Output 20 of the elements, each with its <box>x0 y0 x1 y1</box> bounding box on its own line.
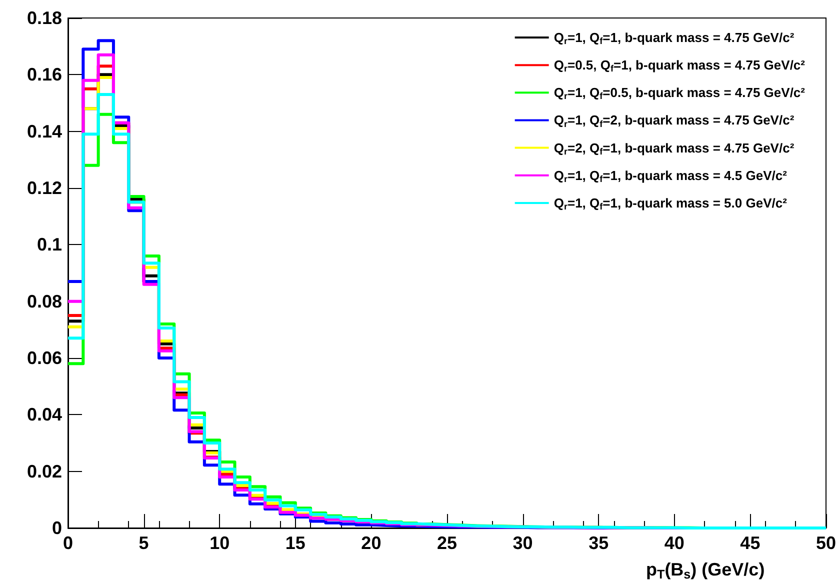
x-tick-label: 25 <box>436 533 458 553</box>
x-tick-label: 30 <box>512 533 533 553</box>
x-tick-label: 45 <box>740 533 760 553</box>
y-tick-label: 0.04 <box>26 404 62 425</box>
x-tick-label: 50 <box>816 533 836 553</box>
y-tick-label: 0.12 <box>26 178 62 198</box>
x-tick-label: 10 <box>210 533 230 553</box>
y-tick-label: 0.06 <box>26 348 62 368</box>
x-tick-label: 15 <box>285 533 306 553</box>
y-tick-label: 0.1 <box>36 234 62 255</box>
y-tick-label: 0.02 <box>26 461 62 482</box>
x-tick-label: 40 <box>664 533 684 553</box>
y-tick-label: 0.18 <box>26 8 62 28</box>
x-tick-label: 20 <box>361 533 382 553</box>
y-tick-label: 0.16 <box>26 64 62 85</box>
y-tick-label: 0.08 <box>26 291 62 312</box>
y-tick-label: 0 <box>52 518 62 538</box>
y-tick-label: 0.14 <box>26 121 62 142</box>
x-tick-label: 35 <box>588 533 609 553</box>
x-tick-label: 5 <box>138 533 149 553</box>
